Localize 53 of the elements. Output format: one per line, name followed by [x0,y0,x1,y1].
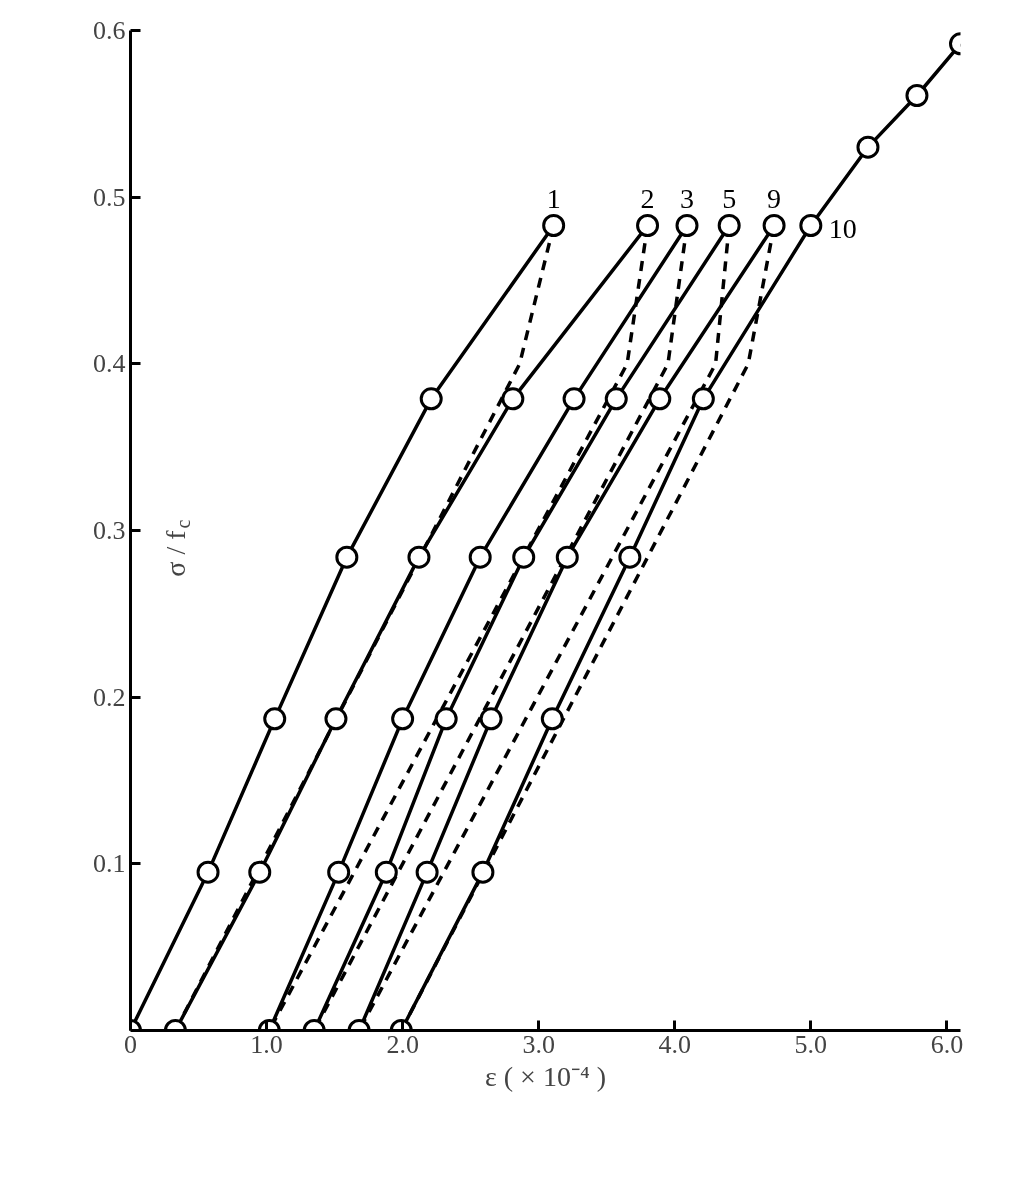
series-label: 5 [722,182,737,214]
point [374,860,398,884]
point [471,860,495,884]
point [555,545,579,569]
x-tick-label: 1.0 [250,1029,283,1059]
point [248,860,272,884]
y-tick-label: 0.2 [93,682,126,712]
point [479,707,503,731]
y-tick-label: 0.1 [93,849,126,879]
point [542,214,566,237]
y-tick-label: 0.3 [93,516,126,545]
point [434,707,458,731]
point [540,707,564,731]
x-tick-label: 6.0 [930,1029,964,1059]
series-label: 9 [767,182,782,214]
point [335,545,359,569]
point [415,860,439,884]
point [675,214,699,237]
point [391,707,415,731]
x-tick-label: 0 [124,1029,137,1059]
point [263,707,287,731]
point [648,387,672,411]
point [799,214,823,237]
x-tick-label: 4.0 [658,1029,692,1059]
point [604,387,628,411]
point [196,860,220,884]
y-axis-title: σ / fc [160,519,194,577]
series-label: 3 [680,182,695,214]
point [562,387,586,411]
point [762,214,786,237]
series-label: 1 [546,182,561,214]
series-label: 2 [640,182,655,214]
point [327,860,351,884]
point [905,84,929,107]
x-tick-label: 5.0 [794,1029,828,1059]
point [691,387,715,411]
point [618,545,642,569]
point [407,545,431,569]
y-tick-label: 0.4 [93,349,126,379]
x-tick-label: 3.0 [522,1029,555,1059]
point [419,387,443,411]
point [717,214,741,237]
point [501,387,525,411]
point [512,545,536,569]
point [636,214,660,237]
y-tick-label: 0.6 [93,16,126,45]
point [324,707,348,731]
x-axis-title: ε ( × 10⁻⁴ ) [485,1060,606,1092]
point [468,545,492,569]
point [856,135,880,159]
x-tick-label: 2.0 [386,1029,419,1059]
y-tick-label: 0.5 [93,182,126,212]
series-label: 10 [828,212,857,244]
